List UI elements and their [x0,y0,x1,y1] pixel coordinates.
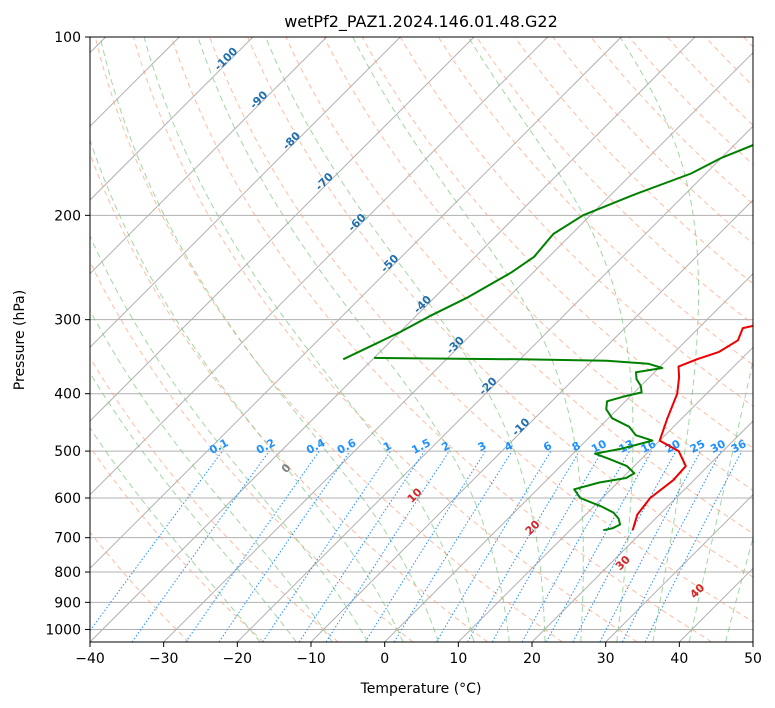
mixing-ratio-line [393,450,513,642]
moist-adiabat-line [99,37,439,642]
isotherm-line [531,420,753,642]
mixing-ratio-line [298,450,425,642]
dry-adiabat-line [132,37,638,642]
mixing-ratio-line [262,450,392,642]
x-tick-label: 40 [670,651,688,667]
mixing-ratio-line [435,450,552,642]
x-tick-label: −10 [296,651,326,667]
mixing-ratio-label: 30 [708,437,728,456]
moist-adiabat-line [467,37,634,642]
mixing-ratio-line [621,450,722,642]
x-tick-label: −30 [149,651,179,667]
x-tick-label: 0 [380,651,389,667]
dewpoint-profile-line [342,144,753,361]
mixing-ratio-line [364,450,486,642]
dry-adiabat-line [361,37,753,449]
x-tick-label: 50 [744,651,762,667]
mixing-ratio-label: 25 [688,437,708,456]
moist-adiabat-line [197,37,510,642]
moist-adiabat-line [90,138,404,642]
temperature-profile-line [631,324,753,531]
mixing-ratio-line [325,450,450,642]
isotherm-line [90,37,549,496]
isotherm-line [90,37,254,201]
mixing-ratio-line [521,450,630,642]
x-axis-title: Temperature (°C) [360,681,482,697]
moist-adiabat-line [265,37,546,642]
dry-adiabat-line [247,37,753,578]
plot-frame [89,36,754,643]
mixing-ratio-line [218,450,351,642]
isotherm-line [90,37,696,642]
isotherm-line [605,493,753,642]
isotherm-line [90,37,475,422]
x-tick-label: 30 [597,651,615,667]
mixing-ratio-line [90,450,223,632]
dry-adiabat-line [399,37,753,407]
y-tick-label: 1000 [45,622,81,638]
y-tick-label: 100 [54,30,81,46]
moist-adiabat-line [90,309,333,642]
dry-adiabat-line [90,260,414,642]
moist-adiabat-line [143,37,475,642]
dry-adiabat-line [209,37,753,623]
chart-title: wetPf2_PAZ1.2024.146.01.48.G22 [284,12,558,32]
x-tick-label: −20 [223,651,253,667]
dewpoint-profile-line [374,356,664,532]
isotherm-line [457,346,753,642]
background-lines [90,37,753,642]
y-tick-label: 700 [54,531,81,547]
y-tick-label: 400 [54,387,81,403]
moist-adiabat-line [90,235,369,642]
mixing-ratio-line [545,450,653,642]
x-tick-label: 20 [523,651,541,667]
isotherm-line [90,37,401,349]
axes: −40 −30 −20 −10 0 10 20 30 40 50 100 200 300 400 500 60… [45,30,762,667]
mixing-ratio-label: 36 [729,437,749,456]
isotherm-line [384,272,753,642]
y-tick-label: 300 [54,313,81,329]
moist-adiabat-line [90,371,297,642]
isotherm-line [236,125,753,642]
y-axis-title: Pressure (hPa) [12,290,28,390]
isotherm-line [163,51,753,642]
isotherm-line [90,37,622,570]
moist-adiabat-line [725,536,753,642]
mixing-ratio-line [572,450,677,642]
moist-adiabat-line [90,427,261,642]
y-tick-label: 500 [54,444,81,460]
x-tick-label: 10 [449,651,467,667]
mixing-ratio-line [644,450,743,642]
mixing-ratio-line [599,450,701,642]
mixing-ratio-line [185,450,320,642]
mixing-ratio-label: 16 [639,437,659,456]
y-tick-label: 200 [54,208,81,224]
dry-adiabat-line [90,531,190,642]
x-tick-label: −40 [75,651,105,667]
mixing-ratio-line [131,450,270,642]
moist-adiabat-line [688,358,753,642]
dry-adiabat-line [90,356,339,642]
y-tick-label: 800 [54,565,81,581]
y-tick-label: 900 [54,595,81,611]
isotherm-line [90,37,328,275]
dry-adiabat-line [323,37,753,491]
profile-lines [342,144,753,532]
dry-adiabat-line [437,37,753,366]
dry-adiabat-line [285,37,753,535]
plot-area [90,37,753,642]
moist-adiabat-line [619,37,699,642]
y-tick-label: 600 [54,491,81,507]
